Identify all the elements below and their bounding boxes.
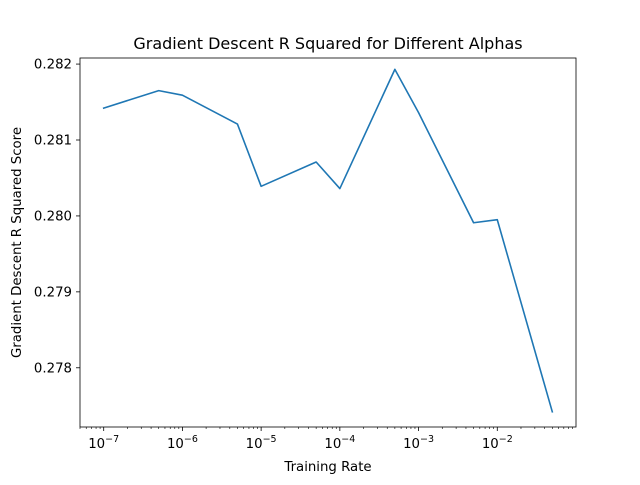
y-tick-label: 0.278	[34, 361, 72, 376]
x-tick-label: 10−6	[167, 434, 198, 452]
y-axis-label: Gradient Descent R Squared Score	[10, 127, 25, 358]
axes-frame	[79, 57, 577, 428]
y-axis-ticks: 0.278 0.279 0.280 0.281 0.282	[34, 58, 80, 376]
x-tick-label: 10−4	[324, 434, 355, 452]
x-tick-label: 10−3	[403, 434, 434, 452]
chart-title: Gradient Descent R Squared for Different…	[133, 34, 522, 53]
x-tick-label: 10−7	[88, 434, 119, 452]
y-tick-label: 0.280	[34, 209, 72, 224]
x-axis-ticks: 10−7 10−6 10−5 10−4 10−3 10−2	[79, 427, 573, 452]
y-tick-label: 0.279	[34, 285, 72, 300]
y-tick-label: 0.281	[34, 134, 72, 149]
x-tick-label: 10−2	[482, 434, 513, 452]
plot-layer	[102, 68, 554, 413]
x-tick-label: 10−5	[246, 434, 277, 452]
y-tick-label: 0.282	[34, 58, 72, 73]
series-line	[102, 68, 554, 413]
x-axis-label: Training Rate	[283, 460, 371, 475]
